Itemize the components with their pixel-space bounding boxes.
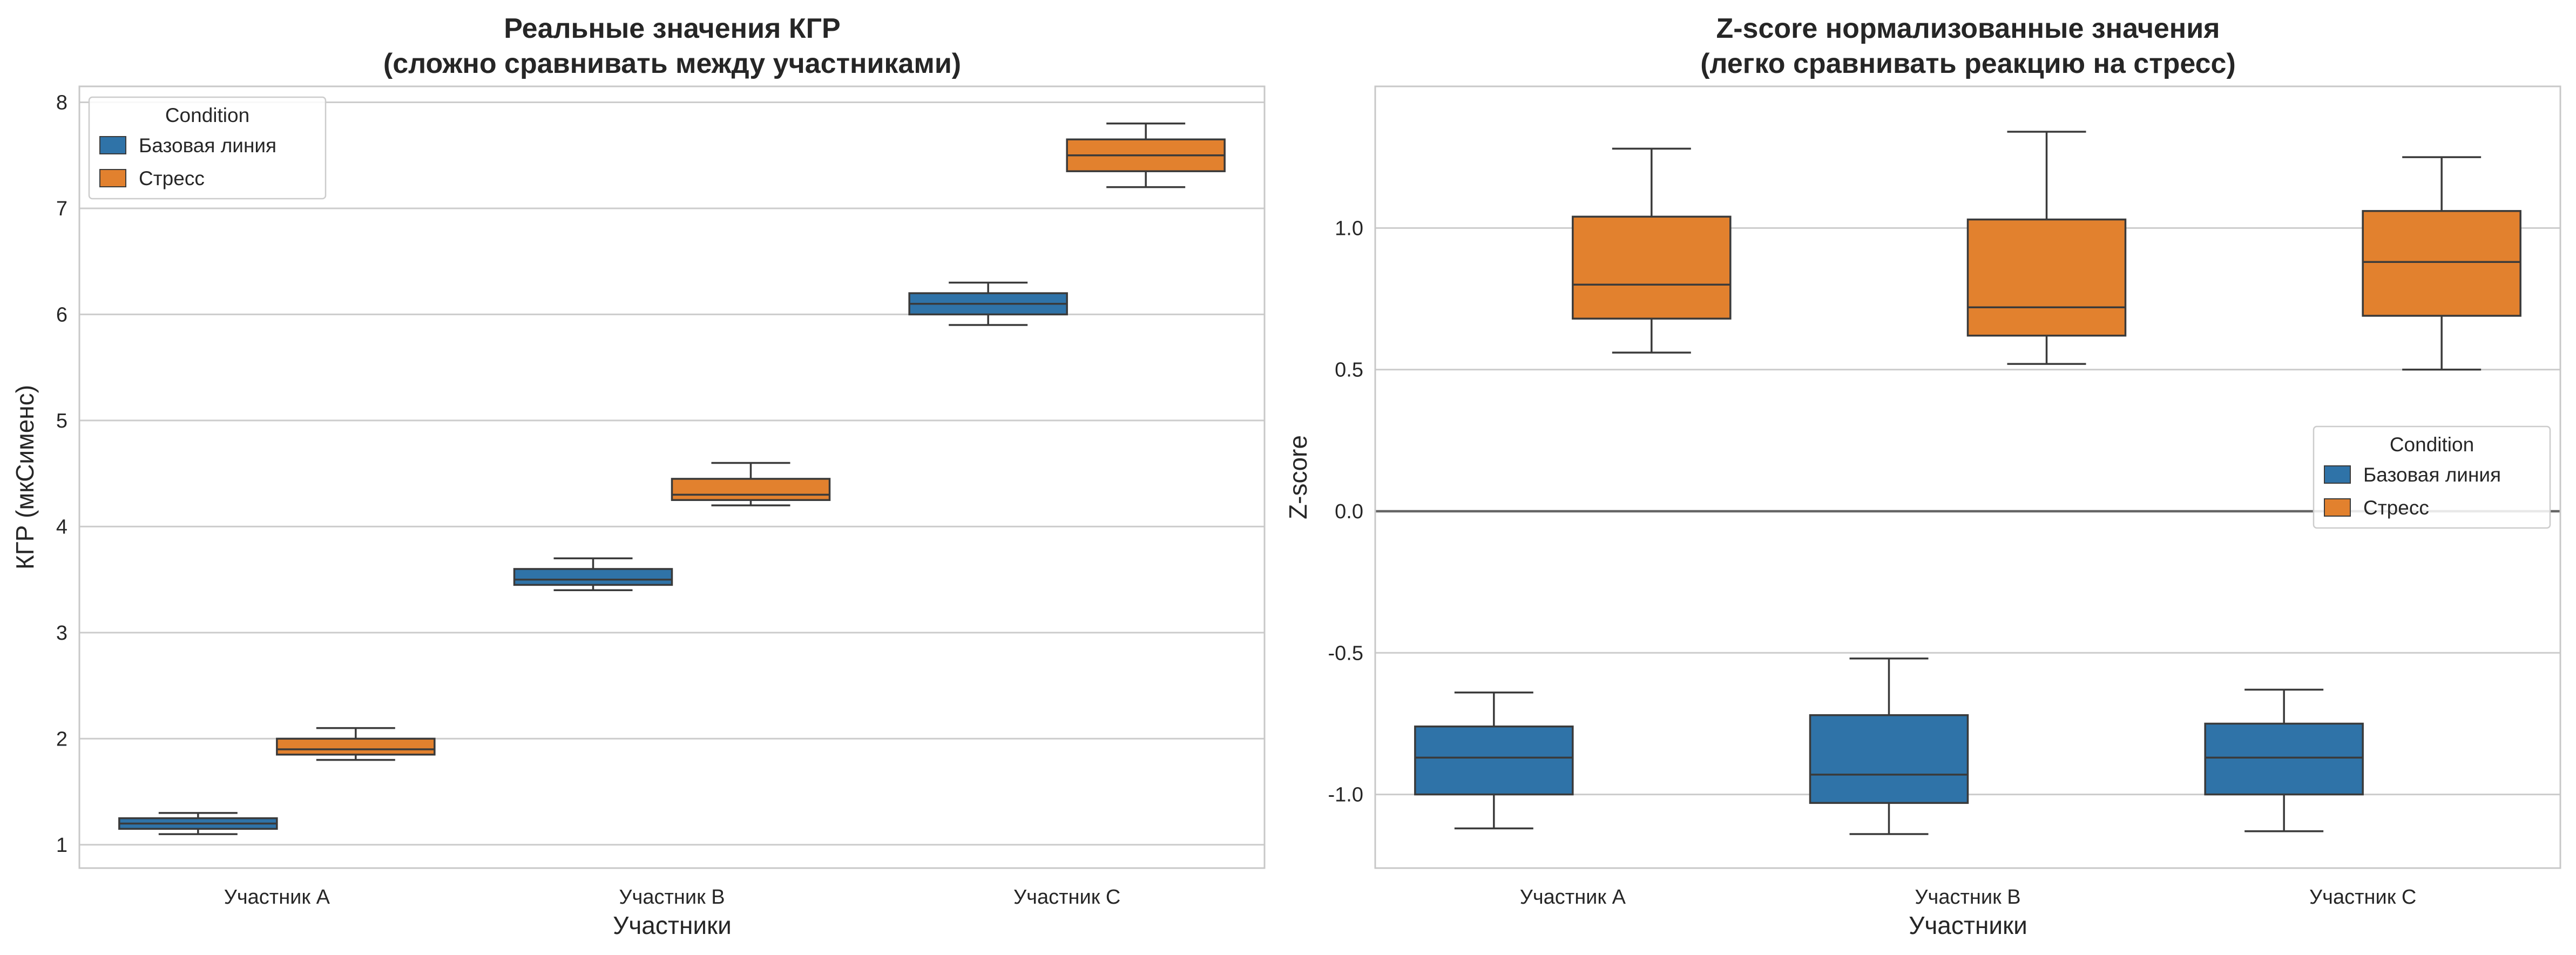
right-plot-frame (1374, 85, 2561, 869)
left-y-tick-label: 4 (56, 516, 67, 538)
right-y-tick-label: -1.0 (1328, 784, 1363, 807)
box-body (671, 478, 831, 501)
right-legend-swatch-stress (2324, 498, 2351, 517)
box-body (1966, 218, 2127, 337)
left-y-tick-label: 3 (56, 622, 67, 645)
right-box-stress (1966, 131, 2127, 365)
right-legend-title: Condition (2390, 434, 2474, 456)
box-body (1414, 725, 1574, 796)
left-box-stress (1066, 123, 1226, 188)
left-legend-swatch-baseline (99, 136, 126, 154)
left-legend-swatch-stress (99, 169, 126, 187)
left-box-baseline (908, 281, 1068, 326)
left-y-tick-label: 5 (56, 410, 67, 432)
left-y-tick-label: 1 (56, 834, 67, 857)
box-body (1572, 215, 1732, 320)
right-x-axis-label: Участники (1909, 911, 2027, 939)
right-chart-title-line-1: Z-score нормализованные значения (1716, 13, 2220, 44)
left-box-baseline (118, 812, 278, 835)
right-y-tick-label: 0.5 (1335, 359, 1363, 382)
right-x-tick-label: Участник A (1520, 886, 1626, 909)
left-x-tick-label: Участник C (1013, 886, 1120, 909)
right-x-tick-label: Участник B (1915, 886, 2020, 909)
box-body (2362, 210, 2521, 317)
left-legend-frame (88, 96, 327, 200)
left-box-stress (276, 727, 436, 761)
box-body (513, 568, 673, 586)
right-box-marks (1414, 131, 2521, 835)
left-y-tick-label: 7 (56, 198, 67, 220)
right-y-axis-label: Z-score (1284, 435, 1312, 519)
right-y-tick-label: -0.5 (1328, 642, 1363, 665)
left-box-stress (671, 462, 831, 506)
left-x-axis-label: Участники (613, 911, 732, 939)
left-y-tick-label: 6 (56, 303, 67, 326)
right-y-tick-label: 0.0 (1335, 500, 1363, 523)
left-legend-title: Condition (165, 104, 249, 126)
box-body (2204, 722, 2364, 796)
right-legend-frame (2313, 425, 2551, 529)
left-chart-title-line-2: (сложно сравнивать между участниками) (383, 48, 961, 79)
left-box-baseline (513, 557, 673, 591)
right-box-stress (1572, 147, 1732, 354)
left-chart-title-line-1: Реальные значения КГР (504, 13, 840, 44)
left-legend-label-stress: Стресс (139, 167, 205, 189)
left-y-axis-label: КГР (мкСименс) (11, 385, 39, 570)
left-y-tick-label: 2 (56, 728, 67, 750)
box-body (276, 737, 436, 756)
right-legend-label-baseline: Базовая линия (2363, 464, 2501, 486)
right-x-tick-label: Участник C (2309, 886, 2416, 909)
right-chart-title-line-2: (легко сравнивать реакцию на стресс) (1700, 48, 2236, 79)
left-x-tick-label: Участник B (619, 886, 725, 909)
left-y-tick-labels: 1 2 3 4 5 6 7 8 (56, 91, 67, 856)
right-y-tick-labels: -1.0 -0.5 0.0 0.5 1.0 (1328, 217, 1363, 806)
right-legend-label-stress: Стресс (2363, 497, 2429, 519)
box-body (1809, 714, 1969, 804)
right-box-baseline (2204, 688, 2364, 832)
left-x-tick-label: Участник A (224, 886, 330, 909)
right-box-baseline (1809, 658, 1969, 835)
left-y-tick-label: 8 (56, 91, 67, 114)
left-box-marks (118, 123, 1226, 835)
right-box-baseline (1414, 691, 1574, 830)
left-panel: Реальные значения КГР (сложно сравнивать… (11, 13, 1266, 939)
left-x-tick-labels: Участник A Участник B Участник C (224, 886, 1121, 909)
right-legend: Condition Базовая линия Стресс (2313, 425, 2551, 529)
right-y-tick-label: 1.0 (1335, 217, 1363, 240)
left-plot-frame (78, 85, 1266, 869)
right-box-stress (2362, 156, 2521, 371)
right-legend-swatch-baseline (2324, 465, 2351, 484)
left-legend-label-baseline: Базовая линия (139, 134, 276, 157)
right-panel: Z-score нормализованные значения (легко … (1284, 13, 2561, 939)
left-legend: Condition Базовая линия Стресс (88, 96, 327, 200)
right-x-tick-labels: Участник A Участник B Участник C (1520, 886, 2417, 909)
